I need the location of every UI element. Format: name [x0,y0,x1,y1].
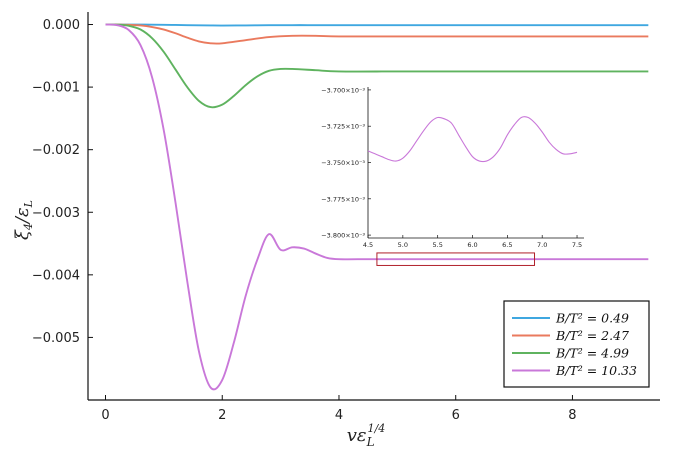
x-axis-title: vεL1/4 [347,422,386,449]
inset-y-tick-label: −3.750×10⁻³ [321,159,365,167]
legend-label-2: B/T² = 4.99 [555,346,629,361]
y-tick-label: −0.005 [32,331,80,346]
y-tick-label: −0.004 [32,268,80,283]
x-axis-title-main: vε [347,425,367,446]
inset-y-tick-label: −3.725×10⁻³ [321,123,365,131]
legend-label-1: B/T² = 2.47 [555,328,629,343]
y-axis-title-xi: ξ [12,229,33,240]
inset-series-group [367,116,578,163]
x-axis-title-sup: 1/4 [368,422,386,435]
series-line-2 [105,23,649,109]
inset-x-tick-label: 5.5 [433,241,443,249]
inset-plot: 4.5 5.0 5.5 6.0 6.5 7.0 7.5 −3.700×10⁻³ −3.725×… [321,86,584,249]
inset-x-tick-label: 5.0 [398,241,408,249]
legend-label-0: B/T² = 0.49 [555,311,629,326]
x-tick-label: 2 [218,408,226,423]
y-axis-title-text: ξ4/εL [12,200,35,240]
inset-x-tick-label: 7.5 [572,241,582,249]
y-tick-label: 0.000 [43,18,80,33]
inset-x-tick-label: 6.0 [467,241,477,249]
x-tick-label: 6 [452,408,460,423]
y-axis-title-subL: L [22,200,35,208]
x-axis-title-sub: L [366,435,375,449]
main-x-ticks: 0 2 4 6 8 [101,395,577,423]
y-tick-label: −0.001 [32,81,80,96]
inset-x-tick-label: 4.5 [363,241,373,249]
legend-box [503,300,650,388]
series-line-0 [105,23,649,27]
y-tick-label: −0.003 [32,206,80,221]
inset-y-tick-label: −3.700×10⁻³ [321,86,365,94]
inset-x-ticks: 4.5 5.0 5.5 6.0 6.5 7.0 7.5 [363,235,582,249]
y-tick-label: −0.002 [32,143,80,158]
legend-label-3: B/T² = 10.33 [555,363,637,378]
x-tick-label: 8 [568,408,576,423]
y-axis-title: ξ4/εL [12,200,35,240]
x-tick-label: 0 [101,408,109,423]
inset-y-tick-label: −3.800×10⁻³ [321,232,365,240]
inset-y-ticks: −3.700×10⁻³ −3.725×10⁻³ −3.750×10⁻³ −3.775×… [321,86,371,240]
x-tick-label: 4 [335,408,343,423]
inset-zoom-region-box [376,252,536,266]
main-plot: 0 2 4 6 8 0.000 −0.001 −0.002 −0.003 −0.004 −0.00… [32,12,660,423]
y-axis-title-sub4: 4 [22,223,35,231]
y-axis-title-slash: /ε [12,207,33,225]
legend: B/T² = 0.49 B/T² = 2.47 B/T² = 4.99 B/T² = … [503,300,650,388]
inset-series-line-0 [367,116,578,163]
main-series-group [105,23,649,391]
inset-x-tick-label: 6.5 [502,241,512,249]
main-y-ticks: 0.000 −0.001 −0.002 −0.003 −0.004 −0.005 [32,18,93,346]
series-line-3 [105,23,649,391]
series-line-1 [105,23,649,45]
legend-items: B/T² = 0.49 B/T² = 2.47 B/T² = 4.99 B/T² = … [512,311,637,378]
inset-x-tick-label: 7.0 [537,241,547,249]
inset-y-tick-label: −3.775×10⁻³ [321,195,365,203]
